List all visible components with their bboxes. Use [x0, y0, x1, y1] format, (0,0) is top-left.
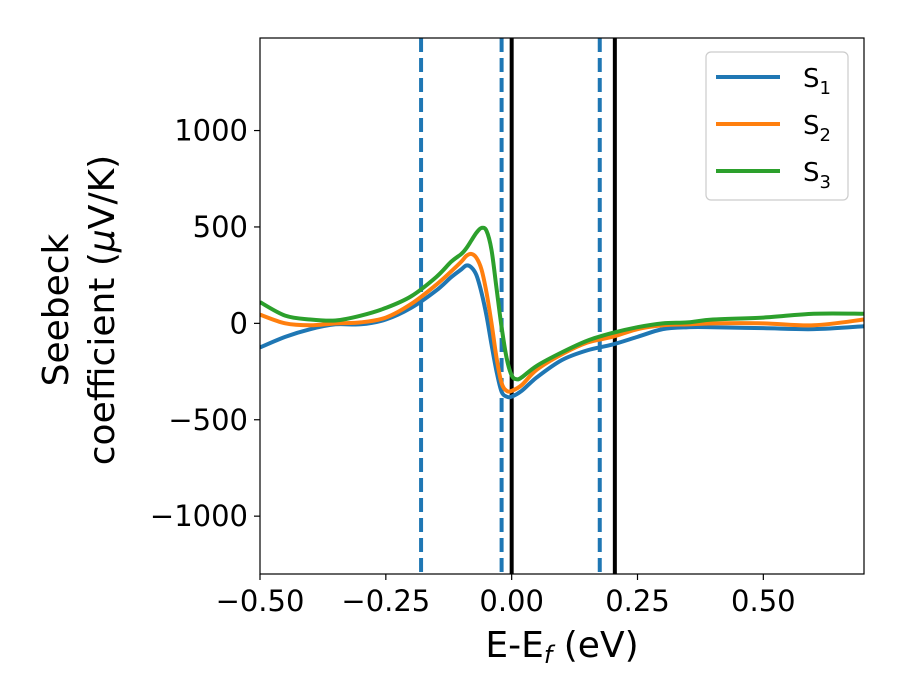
plot-frame — [259, 37, 865, 575]
y-tick-label: −500 — [168, 403, 248, 437]
legend-label-s2: S2 — [803, 111, 831, 146]
x-axis-title: E-Ef (eV) — [485, 625, 638, 669]
x-tick-label: −0.50 — [216, 584, 305, 618]
legend-label-s1: S1 — [803, 64, 831, 99]
y-tick-label: 500 — [193, 210, 248, 244]
x-tick-label: 0.00 — [479, 584, 544, 618]
y-axis-title-line1: Seebeck — [36, 233, 77, 386]
y-axis-title: Seebeck coefficient (μV/K) — [36, 155, 123, 465]
y-tick-label: 0 — [230, 306, 248, 340]
legend: S1 S2 S3 — [705, 51, 849, 201]
x-tick-label: −0.25 — [341, 584, 430, 618]
series-lines — [260, 225, 864, 400]
y-tick-label: 1000 — [174, 114, 248, 148]
y-axis-ticks: 1000 500 0 −500 −1000 — [150, 114, 260, 533]
x-axis-ticks: −0.50 −0.25 0.00 0.25 0.50 — [216, 574, 796, 618]
y-axis-title-line2: coefficient (μV/K) — [82, 155, 123, 465]
legend-item-s2: S2 — [716, 111, 831, 146]
x-tick-label: 0.25 — [605, 584, 670, 618]
legend-item-s1: S1 — [716, 64, 831, 99]
reference-lines — [419, 38, 617, 574]
x-tick-label: 0.50 — [731, 584, 796, 618]
series-line-s3 — [260, 225, 864, 382]
series-line-s2 — [260, 251, 864, 394]
legend-item-s3: S3 — [716, 158, 831, 193]
legend-label-s3: S3 — [803, 158, 831, 193]
y-tick-label: −1000 — [150, 499, 248, 533]
series-line-s1 — [260, 263, 864, 400]
